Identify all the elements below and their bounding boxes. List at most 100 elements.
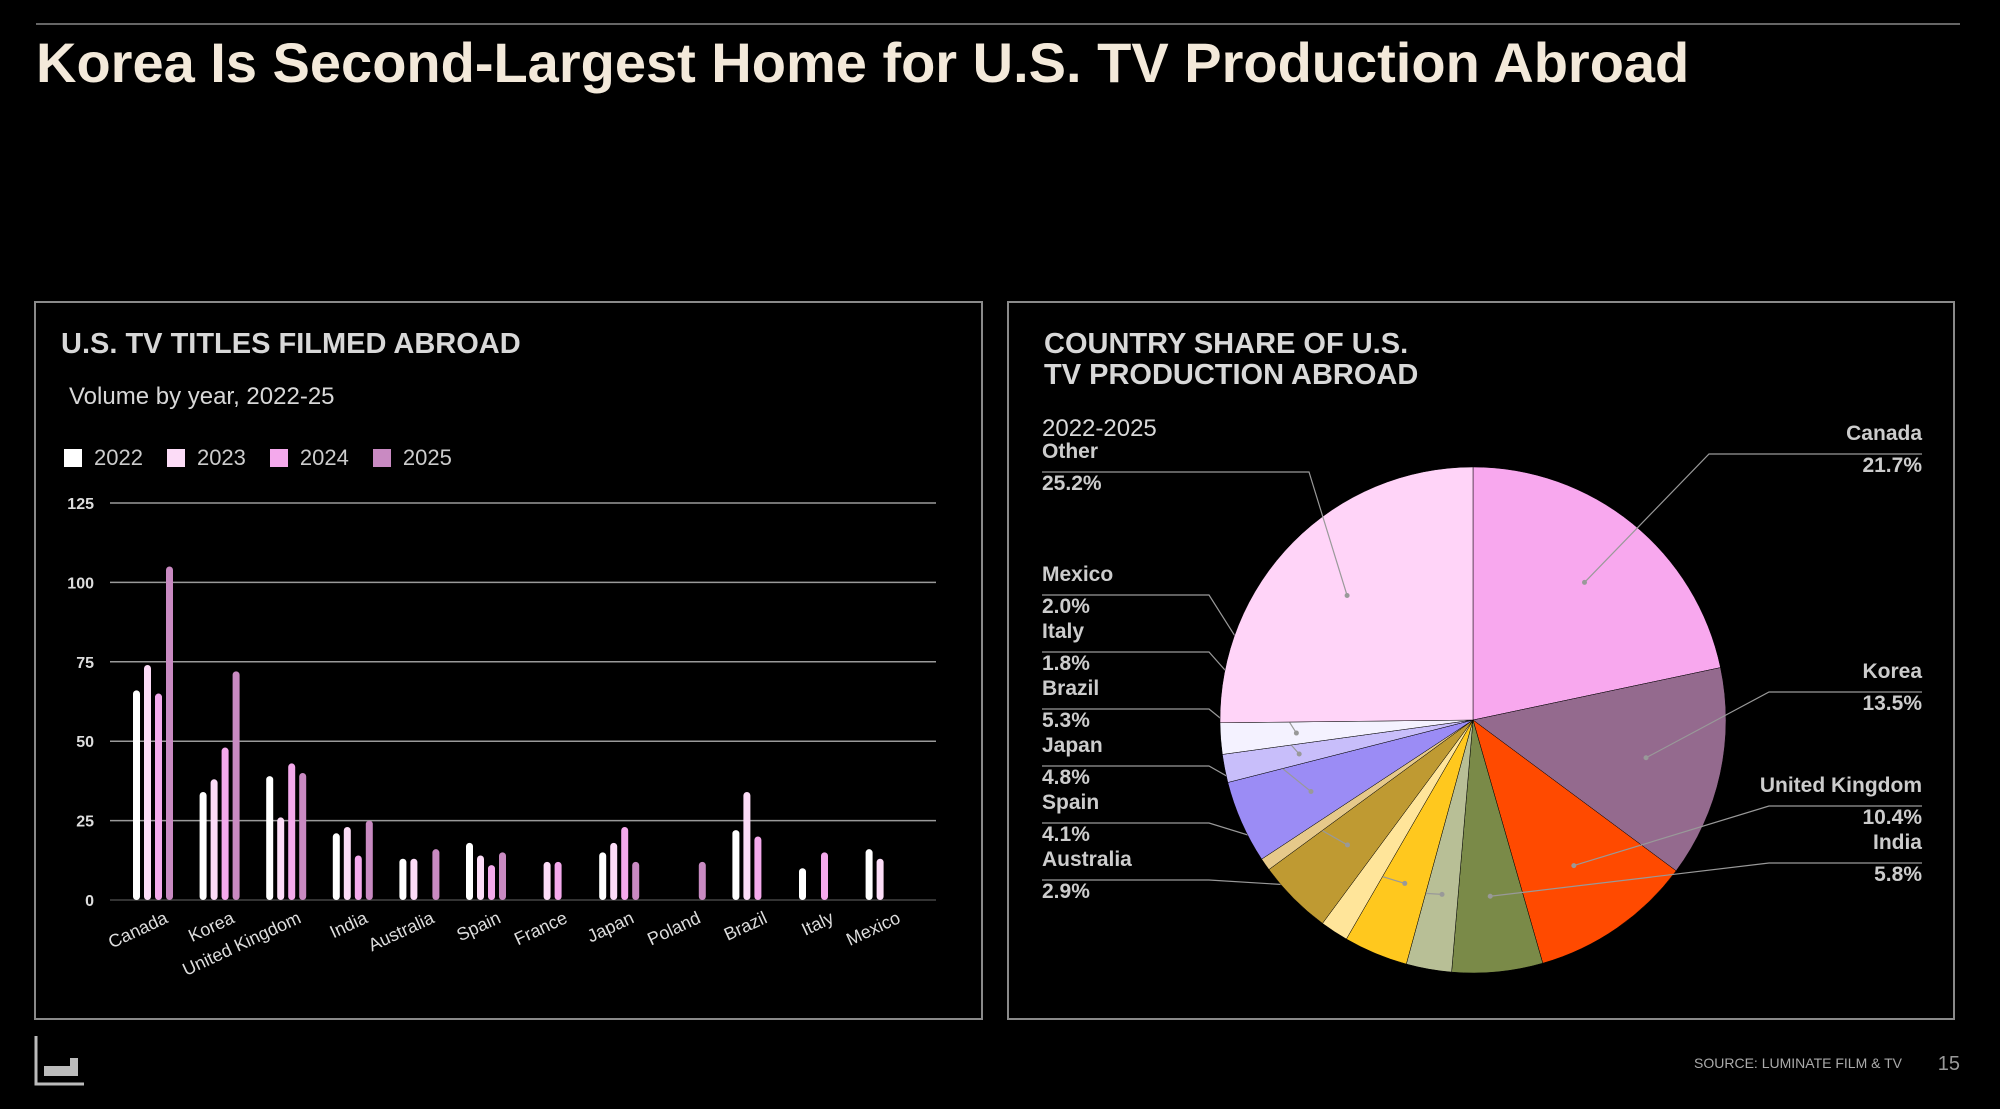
bar-australia-2025 xyxy=(432,849,440,900)
leader-dot xyxy=(1402,880,1408,886)
legend-item-2022: 2022 xyxy=(64,445,143,471)
x-tick-label: Brazil xyxy=(721,907,770,944)
x-tick-label: Mexico xyxy=(843,907,903,949)
bar-india-2022 xyxy=(332,833,340,900)
legend-label: 2025 xyxy=(402,445,452,470)
bar-spain-2025 xyxy=(499,852,506,900)
bar-chart-legend: 2022 2023 2024 2025 xyxy=(64,445,452,471)
bar-india-2023 xyxy=(343,826,351,900)
pie-label-name: United Kingdom xyxy=(1760,774,1922,797)
y-tick-label: 50 xyxy=(76,734,94,751)
y-tick-label: 0 xyxy=(85,893,94,910)
leader-dot xyxy=(1296,751,1302,757)
pie-label-name: Australia xyxy=(1042,848,1132,871)
bar-chart-panel: U.S. TV TITLES FILMED ABROAD Volume by y… xyxy=(34,301,983,1020)
x-tick-label: Spain xyxy=(454,907,504,945)
bar-india-2025 xyxy=(365,820,373,900)
legend-label: 2023 xyxy=(196,445,246,470)
pie-label-value: 2.0% xyxy=(1042,595,1090,618)
bar-japan-2022 xyxy=(599,852,607,900)
leader-line xyxy=(1042,471,1348,596)
bar-korea-2022 xyxy=(199,792,207,900)
bar-italy-2022 xyxy=(799,868,806,900)
x-tick-label: France xyxy=(511,907,570,949)
pie-label-name: Japan xyxy=(1042,734,1103,757)
bar-spain-2024 xyxy=(488,865,495,900)
bar-korea-2025 xyxy=(232,671,240,900)
bar-japan-2024 xyxy=(621,826,629,900)
pie-chart-title: COUNTRY SHARE OF U.S. TV PRODUCTION ABRO… xyxy=(1044,329,1418,391)
pie-label-value: 4.8% xyxy=(1042,766,1090,789)
bar-chart-subtitle: Volume by year, 2022-25 xyxy=(69,383,335,410)
pie-slice-canada xyxy=(1472,466,1721,721)
legend-swatch xyxy=(269,449,288,467)
leader-dot xyxy=(1439,891,1445,897)
pie-label-value: 5.8% xyxy=(1874,863,1922,886)
bar-japan-2023 xyxy=(610,842,618,900)
bar-united-kingdom-2023 xyxy=(277,817,285,900)
legend-item-2024: 2024 xyxy=(269,445,349,471)
bar-united-kingdom-2022 xyxy=(266,776,274,900)
pie-label-value: 5.3% xyxy=(1042,709,1090,732)
pie-label-name: Other xyxy=(1042,440,1098,463)
bar-japan-2025 xyxy=(632,861,640,900)
x-tick-label: Japan xyxy=(584,907,637,946)
x-tick-label: Italy xyxy=(798,907,836,939)
bar-brazil-2022 xyxy=(732,830,740,900)
pie-label-name: India xyxy=(1873,831,1922,854)
leader-line xyxy=(1573,805,1922,867)
leader-line xyxy=(1584,453,1922,583)
leader-dot xyxy=(1308,789,1314,795)
pie-label-value: 21.7% xyxy=(1862,454,1922,477)
pie-chart-subtitle: 2022-2025 xyxy=(1042,415,1157,442)
pie-label-value: 10.4% xyxy=(1862,806,1922,829)
bar-mexico-2023 xyxy=(876,858,884,900)
pie-label-name: Mexico xyxy=(1042,563,1113,586)
top-rule xyxy=(36,23,1960,25)
pie-label-value: 13.5% xyxy=(1862,692,1922,715)
leader-dot xyxy=(1643,755,1649,761)
pie-label-name: Spain xyxy=(1042,791,1099,814)
bar-canada-2022 xyxy=(133,690,140,900)
pie-chart: Canada 21.7% Korea 13.5% United Kingdom 10.4%… xyxy=(1042,422,1922,974)
x-tick-label: Canada xyxy=(105,907,171,952)
bar-spain-2023 xyxy=(477,855,484,900)
bar-canada-2024 xyxy=(155,693,162,900)
y-tick-label: 100 xyxy=(67,575,94,592)
bar-canada-2023 xyxy=(144,664,151,900)
bar-brazil-2024 xyxy=(754,836,762,900)
pie-label-name: Italy xyxy=(1042,620,1084,643)
bar-france-2024 xyxy=(554,861,562,900)
pie-label-value: 25.2% xyxy=(1042,472,1102,495)
bar-united-kingdom-2024 xyxy=(288,763,296,900)
source-note: SOURCE: LUMINATE FILM & TV xyxy=(1694,1055,1902,1071)
logo-icon xyxy=(34,1036,84,1086)
bar-india-2024 xyxy=(354,855,362,900)
leader-dot xyxy=(1344,592,1350,598)
bar-united-kingdom-2025 xyxy=(299,772,307,900)
bar-korea-2024 xyxy=(221,747,229,900)
legend-label: 2024 xyxy=(299,445,349,470)
y-tick-label: 25 xyxy=(76,814,94,831)
pie-label-value: 2.9% xyxy=(1042,880,1090,903)
bar-spain-2022 xyxy=(466,842,473,900)
pie-chart-title-line1: COUNTRY SHARE OF U.S. xyxy=(1044,328,1409,360)
y-tick-label: 75 xyxy=(76,655,94,672)
bar-korea-2023 xyxy=(210,779,218,900)
pie-label-value: 4.1% xyxy=(1042,823,1090,846)
legend-item-2025: 2025 xyxy=(372,445,452,471)
legend-item-2023: 2023 xyxy=(166,445,246,471)
pie-chart-title-line2: TV PRODUCTION ABROAD xyxy=(1044,359,1419,391)
page-number: 15 xyxy=(1937,1053,1960,1075)
leader-dot xyxy=(1582,579,1588,585)
pie-slice-korea xyxy=(1472,667,1727,872)
leader-line xyxy=(1645,691,1922,759)
pie-label-name: Korea xyxy=(1862,660,1922,683)
bar-australia-2023 xyxy=(410,858,418,900)
leader-dot xyxy=(1344,842,1350,848)
bar-australia-2022 xyxy=(399,858,407,900)
pie-label-name: Canada xyxy=(1846,422,1922,445)
bar-poland-2025 xyxy=(698,861,706,900)
leader-line xyxy=(1490,862,1922,897)
